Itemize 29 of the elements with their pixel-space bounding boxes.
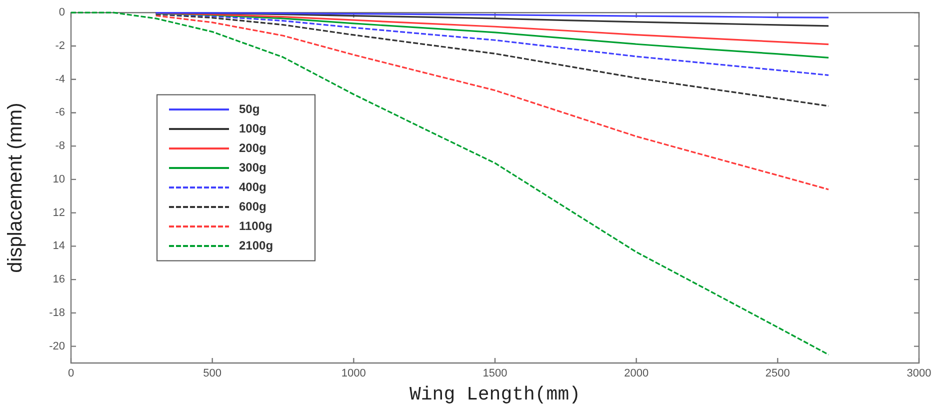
y-tick-label: -18 [49, 306, 65, 319]
y-tick-label: 10 [52, 173, 65, 186]
x-tick-label: 0 [68, 368, 74, 380]
x-tick-label: 500 [203, 368, 222, 380]
legend-label: 200g [239, 140, 266, 155]
y-tick-label: -20 [49, 340, 65, 352]
x-axis-title: Wing Length(mm) [409, 384, 581, 406]
y-tick-label: 0 [58, 6, 65, 19]
x-tick-label: 2500 [765, 368, 790, 380]
x-tick-label: 3000 [906, 368, 932, 380]
x-tick-label: 2000 [624, 368, 649, 380]
legend-label: 300g [239, 160, 266, 174]
y-tick-label: -4 [55, 73, 65, 86]
legend-label: 2100g [239, 238, 274, 252]
y-tick-label: -8 [55, 140, 65, 152]
legend-label: 400g [239, 180, 266, 194]
legend-label: 1100g [239, 218, 272, 233]
legend-label: 600g [239, 199, 266, 214]
y-tick-label: 12 [52, 206, 65, 219]
y-tick-label: -6 [55, 106, 65, 119]
x-tick-label: 1500 [482, 368, 508, 380]
x-tick-label: 1000 [341, 368, 366, 380]
y-tick-label: 16 [52, 274, 65, 286]
legend-label: 50g [239, 102, 260, 116]
line-series [70, 12, 830, 356]
y-tick-label: -2 [55, 40, 65, 52]
y-tick-label: 14 [52, 240, 65, 252]
y-axis-title: displacement (mm) [4, 102, 27, 273]
legend-label: 100g [239, 121, 266, 136]
